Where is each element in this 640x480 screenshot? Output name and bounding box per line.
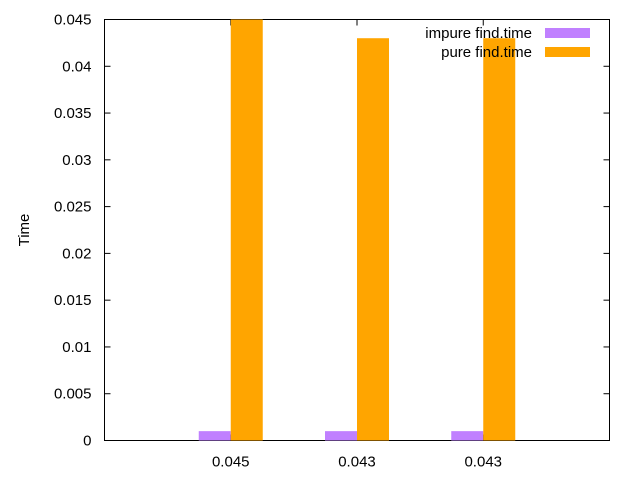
y-axis: 0 0.005 0.01 0.015 0.02 0.025 0.03 0.035 0.04 0.0…: [54, 12, 610, 450]
bar-impure-1: [325, 431, 357, 441]
y-tick-label: 0.01: [62, 339, 91, 356]
y-tick-label: 0.02: [62, 245, 91, 262]
bar-pure-0: [230, 19, 263, 441]
bar-pure-2: [483, 38, 516, 441]
x-tick-label: 0.045: [212, 454, 250, 471]
legend: impure find.time pure find.time: [425, 25, 590, 61]
legend-label: pure find.time: [441, 44, 532, 61]
y-axis-title: Time: [16, 214, 33, 247]
y-tick-label: 0.03: [62, 152, 91, 169]
y-tick-label: 0.04: [62, 58, 91, 75]
y-tick-label: 0.005: [54, 386, 92, 403]
y-tick-label: 0.015: [54, 292, 92, 309]
x-tick-label: 0.043: [464, 454, 502, 471]
legend-label: impure find.time: [425, 25, 532, 42]
legend-swatch: [545, 28, 590, 38]
bars-group: [198, 19, 516, 441]
y-tick-label: 0: [83, 433, 91, 450]
bar-pure-1: [357, 38, 389, 441]
y-tick-label: 0.025: [54, 199, 92, 216]
y-tick-label: 0.045: [54, 12, 92, 29]
y-tick-label: 0.035: [54, 105, 92, 122]
bar-impure-0: [198, 431, 231, 441]
legend-swatch: [545, 47, 590, 57]
bar-impure-2: [451, 431, 484, 441]
x-tick-label: 0.043: [338, 454, 376, 471]
